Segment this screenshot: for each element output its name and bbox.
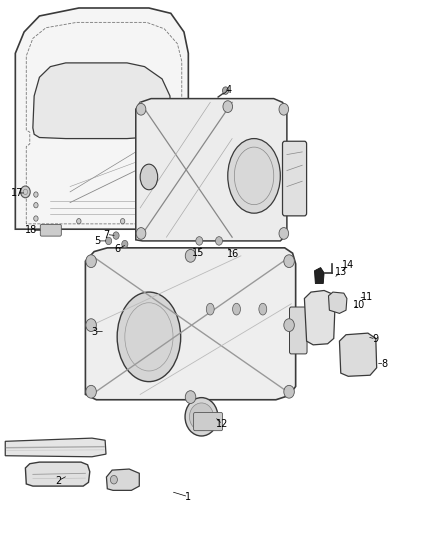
Polygon shape	[33, 63, 171, 139]
Ellipse shape	[110, 475, 117, 484]
Ellipse shape	[86, 385, 96, 398]
Ellipse shape	[136, 228, 146, 239]
Ellipse shape	[206, 303, 214, 315]
Text: 6: 6	[114, 245, 120, 254]
Ellipse shape	[86, 255, 96, 268]
Text: 11: 11	[361, 293, 373, 302]
Ellipse shape	[86, 319, 96, 332]
Ellipse shape	[77, 219, 81, 224]
Ellipse shape	[122, 240, 128, 248]
Ellipse shape	[140, 164, 158, 190]
Text: 9: 9	[373, 334, 379, 344]
Ellipse shape	[185, 249, 196, 262]
Ellipse shape	[106, 237, 112, 245]
Text: 2: 2	[55, 476, 61, 486]
Ellipse shape	[284, 319, 294, 332]
Text: 8: 8	[381, 359, 388, 368]
Polygon shape	[25, 462, 90, 486]
Polygon shape	[15, 8, 219, 229]
Polygon shape	[106, 469, 139, 490]
Text: 3: 3	[91, 327, 97, 336]
Text: 7: 7	[103, 230, 110, 239]
Ellipse shape	[190, 403, 214, 431]
Ellipse shape	[113, 232, 119, 239]
Polygon shape	[328, 292, 347, 313]
Ellipse shape	[233, 303, 240, 315]
Ellipse shape	[228, 139, 280, 213]
Ellipse shape	[160, 217, 164, 222]
FancyBboxPatch shape	[194, 413, 223, 431]
Polygon shape	[314, 268, 324, 284]
Polygon shape	[304, 290, 335, 345]
Polygon shape	[85, 248, 296, 400]
Ellipse shape	[34, 192, 38, 197]
Text: 10: 10	[353, 300, 365, 310]
Text: 15: 15	[192, 248, 204, 257]
Ellipse shape	[160, 192, 164, 197]
FancyBboxPatch shape	[40, 224, 61, 236]
Text: 17: 17	[11, 188, 23, 198]
Text: 5: 5	[94, 236, 100, 246]
Ellipse shape	[284, 385, 294, 398]
Ellipse shape	[185, 398, 218, 436]
Ellipse shape	[185, 391, 196, 403]
Ellipse shape	[259, 303, 267, 315]
Text: 18: 18	[25, 225, 38, 235]
Ellipse shape	[21, 186, 30, 198]
FancyBboxPatch shape	[290, 307, 307, 354]
Ellipse shape	[223, 87, 229, 94]
Polygon shape	[339, 333, 377, 376]
Ellipse shape	[215, 237, 223, 245]
Ellipse shape	[34, 216, 38, 221]
Polygon shape	[136, 99, 287, 241]
FancyBboxPatch shape	[283, 141, 307, 216]
Text: 1: 1	[185, 492, 191, 502]
Ellipse shape	[160, 203, 164, 208]
Ellipse shape	[117, 292, 180, 382]
Ellipse shape	[284, 255, 294, 268]
Ellipse shape	[120, 219, 125, 224]
Ellipse shape	[223, 101, 233, 112]
Text: 12: 12	[216, 419, 229, 429]
Ellipse shape	[136, 103, 146, 115]
Polygon shape	[5, 438, 106, 457]
Text: 14: 14	[342, 261, 354, 270]
Ellipse shape	[34, 203, 38, 208]
Text: 13: 13	[335, 267, 347, 277]
Ellipse shape	[196, 237, 203, 245]
Ellipse shape	[279, 228, 289, 239]
Ellipse shape	[279, 103, 289, 115]
Text: 16: 16	[227, 249, 239, 259]
Text: 4: 4	[226, 85, 232, 94]
